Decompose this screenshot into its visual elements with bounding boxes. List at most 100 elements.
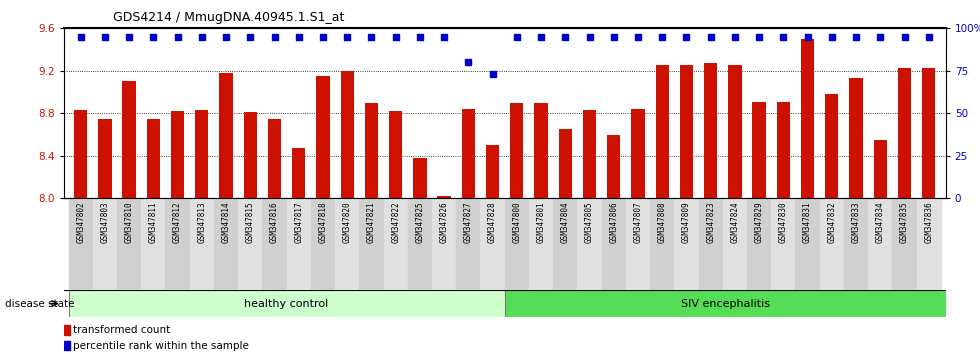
Bar <box>656 65 669 198</box>
Text: GSM347816: GSM347816 <box>270 201 279 242</box>
Bar <box>819 198 844 290</box>
Bar <box>796 198 819 290</box>
Point <box>388 34 404 40</box>
Text: GSM347810: GSM347810 <box>124 201 133 242</box>
Bar <box>753 102 765 198</box>
Bar <box>69 198 93 290</box>
Text: GSM347823: GSM347823 <box>707 201 715 242</box>
Bar <box>801 39 814 198</box>
Bar <box>238 198 263 290</box>
Point <box>558 34 573 40</box>
Point <box>339 34 355 40</box>
Bar <box>98 119 112 198</box>
Point <box>655 34 670 40</box>
Text: GSM347833: GSM347833 <box>852 201 860 242</box>
Bar <box>626 198 650 290</box>
Bar <box>171 111 184 198</box>
Bar <box>286 198 311 290</box>
Bar <box>602 198 626 290</box>
Point <box>412 34 427 40</box>
Text: GSM347827: GSM347827 <box>464 201 473 242</box>
Point <box>97 34 113 40</box>
Text: GSM347803: GSM347803 <box>100 201 110 242</box>
Point <box>606 34 621 40</box>
Bar <box>141 198 166 290</box>
Bar <box>122 81 136 198</box>
Text: GSM347829: GSM347829 <box>755 201 763 242</box>
Bar <box>414 158 426 198</box>
Point <box>703 34 718 40</box>
Bar <box>292 148 306 198</box>
Bar <box>457 198 480 290</box>
Text: GSM347813: GSM347813 <box>197 201 207 242</box>
Bar <box>583 110 596 198</box>
Text: GSM347818: GSM347818 <box>318 201 327 242</box>
Point <box>582 34 598 40</box>
Text: GSM347831: GSM347831 <box>803 201 812 242</box>
Point <box>678 34 694 40</box>
Bar <box>680 65 693 198</box>
Bar <box>93 198 117 290</box>
Point <box>849 34 864 40</box>
Bar <box>777 102 790 198</box>
Bar <box>190 198 214 290</box>
Bar <box>771 198 796 290</box>
Bar <box>650 198 674 290</box>
Point <box>872 34 888 40</box>
Text: disease state: disease state <box>5 298 74 309</box>
Text: GSM347817: GSM347817 <box>294 201 303 242</box>
Bar <box>922 68 935 198</box>
Text: GSM347801: GSM347801 <box>536 201 546 242</box>
Bar <box>408 198 432 290</box>
Bar <box>553 198 577 290</box>
Bar <box>699 198 723 290</box>
Point <box>194 34 210 40</box>
Text: GSM347834: GSM347834 <box>876 201 885 242</box>
Bar <box>335 198 360 290</box>
Bar <box>437 196 451 198</box>
Bar <box>360 198 383 290</box>
Bar <box>317 76 329 198</box>
Text: GSM347809: GSM347809 <box>682 201 691 242</box>
Text: transformed count: transformed count <box>74 325 171 335</box>
Point <box>170 34 185 40</box>
Bar <box>117 198 141 290</box>
Text: GSM347802: GSM347802 <box>76 201 85 242</box>
Point <box>485 72 501 77</box>
Point <box>291 34 307 40</box>
Bar <box>383 198 408 290</box>
Bar <box>511 103 523 198</box>
Point <box>533 34 549 40</box>
Bar <box>607 135 620 198</box>
Bar <box>825 94 839 198</box>
Bar <box>916 198 941 290</box>
Bar <box>432 198 457 290</box>
Text: GSM347830: GSM347830 <box>779 201 788 242</box>
Text: healthy control: healthy control <box>244 298 328 309</box>
Bar <box>868 198 893 290</box>
Point <box>752 34 767 40</box>
Bar <box>577 198 602 290</box>
Text: GDS4214 / MmugDNA.40945.1.S1_at: GDS4214 / MmugDNA.40945.1.S1_at <box>113 11 344 24</box>
Bar <box>704 63 717 198</box>
Bar <box>244 112 257 198</box>
Bar <box>64 325 70 335</box>
Point <box>436 34 452 40</box>
Text: GSM347811: GSM347811 <box>149 201 158 242</box>
Text: GSM347832: GSM347832 <box>827 201 836 242</box>
Bar <box>631 109 645 198</box>
Bar <box>263 198 286 290</box>
Text: GSM347806: GSM347806 <box>610 201 618 242</box>
Text: GSM347836: GSM347836 <box>924 201 933 242</box>
Point <box>122 34 137 40</box>
Bar <box>534 103 548 198</box>
Bar <box>147 119 160 198</box>
Bar <box>166 198 190 290</box>
Text: SIV encephalitis: SIV encephalitis <box>681 298 769 309</box>
Bar <box>873 140 887 198</box>
Text: GSM347820: GSM347820 <box>343 201 352 242</box>
Bar <box>365 103 378 198</box>
Point <box>630 34 646 40</box>
Text: GSM347824: GSM347824 <box>730 201 739 242</box>
Text: GSM347807: GSM347807 <box>633 201 643 242</box>
